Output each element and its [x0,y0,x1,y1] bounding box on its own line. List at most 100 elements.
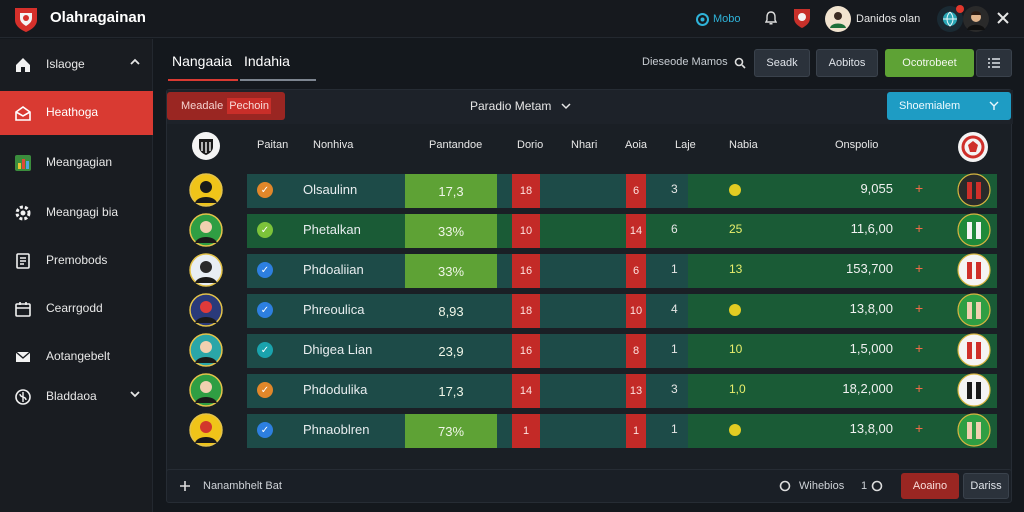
toolbar-button-primary[interactable]: Ocotrobeet [885,49,974,77]
column-header[interactable]: Aoia [625,139,648,151]
sidebar-item-3[interactable]: Meangagi bia [0,191,153,235]
team-name[interactable]: Phreoulica [303,302,365,317]
season-select-label: Paradio Metam [470,99,552,113]
season-select[interactable]: Paradio Metam [470,99,571,113]
add-icon[interactable]: + [915,180,924,196]
status-check-icon[interactable]: ✓ [257,302,273,318]
stat-number: 3 [671,382,678,396]
sidebar-item-5[interactable]: Cearrgodd [0,287,153,331]
sidebar-item-7[interactable]: Bladdaoa [0,375,153,419]
column-header[interactable]: Nonhiva [313,139,354,151]
calendar-icon [15,302,31,317]
row-band-highlight [688,254,997,288]
table-row[interactable]: ✓ Phdoaliian 33% 16 6 1 13 153,700 + [167,250,1013,290]
chart-icon [15,155,31,171]
points-value: 1,5,000 [849,341,893,356]
add-icon[interactable]: + [915,380,924,396]
club-crest-icon[interactable] [792,7,812,29]
status-check-icon[interactable]: ✓ [257,262,273,278]
share-button[interactable]: Shoemialem [887,92,1011,120]
search-icon[interactable] [734,57,746,69]
tab-0[interactable]: Nangaaia [172,53,232,69]
footer-dark-button[interactable]: Dariss [963,473,1009,499]
sidebar-item-6[interactable]: Aotangebelt [0,335,153,379]
table-row[interactable]: ✓ Phetalkan 33% 10 14 6 25 11,6,00 + [167,210,1013,250]
status-check-icon[interactable]: ✓ [257,342,273,358]
move-icon[interactable] [179,480,191,492]
sidebar-item-2[interactable]: Meangagian [0,141,153,185]
sidebar-item-0[interactable]: Islaoge [0,43,153,87]
user-name-label: Danidos olan [856,13,921,25]
table-row[interactable]: ✓ Olsaulinn 17,3 18 6 3 9,055 + [167,170,1013,210]
profile-avatar[interactable] [963,6,989,32]
chevron-down-icon [561,103,571,110]
column-header[interactable]: Onspolio [835,139,879,151]
chevron-down-icon [130,391,140,398]
table-row[interactable]: ✓ Phdodulika 17,3 14 13 3 1,0 18,2,000 + [167,370,1013,410]
filter-button[interactable]: Meadale Pechoin [167,92,285,120]
team-name[interactable]: Phnaoblren [303,422,370,437]
column-header[interactable]: Laje [675,139,696,151]
circle-icon[interactable] [871,480,883,492]
status-check-icon[interactable]: ✓ [257,382,273,398]
stat-cell-red: 1 [512,414,540,448]
table-row[interactable]: ✓ Phreoulica 8,93 18 10 4 13,8,00 + [167,290,1013,330]
table-row[interactable]: ✓ Dhigea Lian 23,9 16 8 1 10 1,5,000 + [167,330,1013,370]
team-name[interactable]: Phdodulika [303,382,368,397]
tab-1[interactable]: Indahia [244,53,290,69]
filter-bar: Meadale Pechoin Paradio Metam Shoemialem [167,90,1013,124]
user-name[interactable]: Danidos olan [856,9,920,29]
coin-icon [729,183,741,196]
toolbar-button-1[interactable]: Aobitos [816,49,878,77]
status-check-icon[interactable]: ✓ [257,182,273,198]
add-icon[interactable]: + [915,260,924,276]
status-check-icon[interactable]: ✓ [257,422,273,438]
notifications-button[interactable] [937,5,964,32]
team-name[interactable]: Dhigea Lian [303,342,373,357]
table-row[interactable]: ✓ Phnaoblren 73% 1 1 1 13,8,00 + [167,410,1013,450]
add-icon[interactable]: + [915,220,924,236]
percentage-cell: 33% [405,254,497,288]
stat-cell-red-2: 1 [626,414,646,448]
stat-value-text: 1,0 [729,382,746,396]
add-icon[interactable]: + [915,340,924,356]
bell-icon[interactable] [765,11,777,25]
list-view-button[interactable] [976,49,1012,77]
column-header[interactable]: Paitan [257,139,289,151]
tab-active-indicator [168,79,238,81]
add-icon[interactable]: + [915,420,924,436]
status-check-icon[interactable]: ✓ [257,222,273,238]
add-icon[interactable]: + [915,300,924,316]
app-logo-icon[interactable] [12,5,40,33]
envelope-icon [15,351,31,362]
expand-icon [989,101,999,110]
team-name[interactable]: Phdoaliian [303,262,364,277]
team-kit-icon [957,413,991,447]
team-name[interactable]: Olsaulinn [303,182,358,197]
close-icon[interactable] [996,11,1010,25]
stat-value-text: 13 [729,262,743,276]
sidebar-item-1[interactable]: Heathoga [0,91,153,135]
notification-dot [956,5,964,13]
footer-red-button[interactable]: Aoaino [901,473,959,499]
toolbar-button-0[interactable]: Seadk [754,49,810,77]
team-kit-icon [957,373,991,407]
column-header[interactable]: Pantandoe [429,139,483,151]
points-value: 11,6,00 [850,221,893,236]
stat-cell-red: 18 [512,294,540,328]
user-avatar[interactable] [825,6,851,32]
face-icon [967,11,985,30]
column-header[interactable]: Nabia [729,139,758,151]
column-header[interactable]: Nhari [571,139,598,151]
sidebar-item-label: Islaoge [46,57,85,71]
gear-icon [15,205,31,221]
sidebar-item-4[interactable]: Premobods [0,239,153,283]
sidebar-item-label: Premobods [46,253,108,267]
stat-indicator[interactable]: Mobo [696,9,741,29]
eye-icon[interactable] [779,480,791,492]
chevron-up-icon [130,58,140,65]
row-band-highlight [688,334,997,368]
stat-value [729,302,741,316]
team-name[interactable]: Phetalkan [303,222,361,237]
column-header[interactable]: Dorio [517,139,544,151]
